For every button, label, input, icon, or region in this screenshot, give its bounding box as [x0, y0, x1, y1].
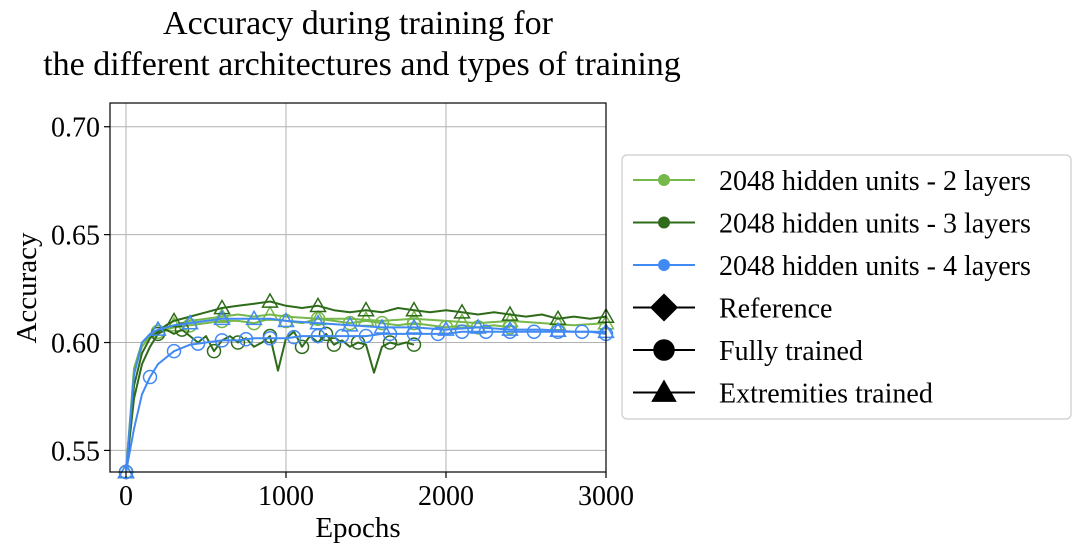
- ticks-group: 0 1000 2000 3000 0.55 0.60 0.65 0.70: [51, 113, 634, 512]
- point-2048-hidden-units-3-layers-fully-trained: [382, 335, 398, 350]
- point-2048-hidden-units-3-layers-extremities-trained: [453, 303, 471, 319]
- point-2048-hidden-units-4-layers-extremities-trained: [309, 314, 327, 330]
- point-2048-hidden-units-4-layers-fully-trained: [286, 329, 302, 345]
- x-tick-label: 3000: [578, 481, 634, 512]
- legend-entry-2048-hidden-units-2-layers: 2048 hidden units - 2 layers: [633, 166, 1031, 197]
- point-2048-hidden-units-4-layers-fully-trained: [502, 324, 518, 339]
- point-2048-hidden-units-4-layers-fully-trained: [142, 369, 158, 385]
- point-2048-hidden-units-4-layers-fully-trained: [334, 328, 350, 344]
- point-2048-hidden-units-4-layers-fully-trained: [310, 328, 326, 344]
- x-tick-label: 0: [119, 481, 133, 512]
- point-2048-hidden-units-4-layers-extremities-trained: [213, 309, 231, 326]
- legend-marker: [649, 293, 679, 322]
- x-tick-label: 1000: [258, 481, 314, 512]
- point-2048-hidden-units-4-layers-fully-trained: [454, 324, 470, 339]
- point-2048-hidden-units-3-layers-fully-trained: [318, 326, 334, 342]
- point-2048-hidden-units-4-layers-extremities-trained: [469, 318, 487, 334]
- series-line-2048-hidden-units-4-layers-extremities-trained: [125, 317, 606, 473]
- point-2048-hidden-units-4-layers-fully-trained: [478, 324, 494, 339]
- point-2048-hidden-units-3-layers-extremities-trained: [309, 296, 327, 313]
- point-2048-hidden-units-4-layers-fully-trained: [430, 326, 446, 342]
- point-2048-hidden-units-3-layers-fully-trained: [406, 337, 422, 352]
- y-tick-label: 0.70: [51, 113, 100, 144]
- chart-title-line-2: the different architectures and types of…: [43, 46, 681, 83]
- point-2048-hidden-units-4-layers-extremities-trained: [501, 320, 519, 336]
- series-line-2048-hidden-units-3-layers-fully-trained: [125, 328, 415, 473]
- point-2048-hidden-units-3-layers-fully-trained: [230, 335, 246, 350]
- point-2048-hidden-units-3-layers-extremities-trained: [165, 311, 183, 328]
- point-2048-hidden-units-2-layers-fully-trained: [182, 318, 198, 333]
- point-2048-hidden-units-3-layers-extremities-trained: [501, 305, 519, 321]
- legend-label: 2048 hidden units - 3 layers: [719, 209, 1031, 240]
- point-2048-hidden-units-2-layers-extremities-trained: [261, 305, 279, 321]
- legend-marker: [651, 379, 677, 402]
- series-2048-hidden-units-3-layers-extremities-trained: [117, 292, 615, 479]
- point-2048-hidden-units-4-layers-extremities-trained: [181, 314, 199, 330]
- point-2048-hidden-units-4-layers-fully-trained: [262, 330, 278, 346]
- legend-marker: [653, 339, 675, 361]
- point-2048-hidden-units-4-layers-extremities-trained: [245, 309, 263, 326]
- series-2048-hidden-units-4-layers-extremities-trained: [117, 309, 615, 479]
- point-2048-hidden-units-3-layers-fully-trained: [206, 343, 222, 359]
- series-line-2048-hidden-units-4-layers-fully-trained: [125, 330, 607, 473]
- point-2048-hidden-units-4-layers-extremities-trained: [549, 321, 567, 338]
- y-axis-label: Accuracy: [11, 232, 43, 344]
- y-tick-label: 0.60: [51, 329, 100, 360]
- point-2048-hidden-units-2-layers-extremities-trained: [213, 307, 231, 323]
- legend-marker: [658, 174, 670, 186]
- legend-entry-2048-hidden-units-3-layers: 2048 hidden units - 3 layers: [633, 209, 1031, 240]
- legend-entry-fully-trained: Fully trained: [633, 336, 863, 367]
- legend-entry-extremities-trained: Extremities trained: [633, 379, 933, 410]
- series-line-2048-hidden-units-3-layers-extremities-trained: [125, 300, 607, 473]
- point-2048-hidden-units-4-layers-extremities-trained: [373, 318, 391, 334]
- point-2048-hidden-units-2-layers-extremities-trained: [309, 309, 327, 326]
- legend: 2048 hidden units - 2 layers 2048 hidden …: [621, 154, 1072, 420]
- series-2048-hidden-units-4-layers-fully-trained: [118, 324, 614, 480]
- x-axis-label: Epochs: [315, 512, 400, 544]
- plot-frame: [109, 102, 607, 473]
- point-2048-hidden-units-4-layers-fully-trained: [526, 324, 542, 339]
- legend-entry-reference: Reference: [633, 293, 832, 325]
- legend-entry-2048-hidden-units-4-layers: 2048 hidden units - 4 layers: [633, 251, 1031, 282]
- chart-title-line-1: Accuracy during training for: [163, 5, 554, 42]
- point-2048-hidden-units-3-layers-extremities-trained: [405, 301, 423, 317]
- point-2048-hidden-units-3-layers-extremities-trained: [213, 299, 231, 315]
- y-tick-label: 0.55: [51, 436, 100, 467]
- series-2048-hidden-units-3-layers-fully-trained: [118, 322, 422, 480]
- point-2048-hidden-units-4-layers-extremities-trained: [405, 318, 423, 334]
- grid: [110, 103, 607, 472]
- point-2048-hidden-units-2-layers-fully-trained: [374, 315, 390, 331]
- point-2048-hidden-units-4-layers-extremities-trained: [437, 320, 455, 336]
- point-2048-hidden-units-3-layers-fully-trained: [294, 339, 310, 355]
- legend-label: Extremities trained: [719, 379, 933, 410]
- legend-label: 2048 hidden units - 4 layers: [719, 251, 1031, 282]
- series-group: [117, 292, 615, 480]
- y-tick-label: 0.65: [51, 221, 100, 252]
- point-2048-hidden-units-2-layers-extremities-trained: [405, 309, 423, 326]
- point-2048-hidden-units-3-layers-fully-trained: [174, 322, 190, 337]
- point-2048-hidden-units-4-layers-fully-trained: [190, 336, 206, 351]
- point-2048-hidden-units-4-layers-extremities-trained: [277, 311, 295, 328]
- point-2048-hidden-units-3-layers-fully-trained: [326, 337, 342, 352]
- legend-box: [621, 154, 1072, 420]
- point-2048-hidden-units-4-layers-extremities-trained: [149, 320, 167, 336]
- point-2048-hidden-units-4-layers-fully-trained: [214, 333, 230, 348]
- legend-label: Reference: [719, 294, 832, 325]
- legend-marker: [658, 259, 670, 271]
- point-2048-hidden-units-3-layers-extremities-trained: [261, 292, 279, 308]
- legend-label: 2048 hidden units - 2 layers: [719, 166, 1031, 197]
- series-2048-hidden-units-2-layers-fully-trained: [118, 311, 518, 480]
- point-2048-hidden-units-4-layers-extremities-trained: [341, 316, 359, 332]
- point-2048-hidden-units-4-layers-fully-trained: [238, 332, 254, 347]
- legend-marker: [658, 216, 670, 229]
- point-2048-hidden-units-3-layers-extremities-trained: [357, 301, 375, 317]
- legend-label: Fully trained: [719, 336, 863, 367]
- x-tick-label: 2000: [418, 481, 474, 512]
- legend-entries: 2048 hidden units - 2 layers 2048 hidden …: [633, 166, 1031, 410]
- point-2048-hidden-units-4-layers-fully-trained: [358, 328, 374, 344]
- point-2048-hidden-units-4-layers-fully-trained: [166, 343, 182, 359]
